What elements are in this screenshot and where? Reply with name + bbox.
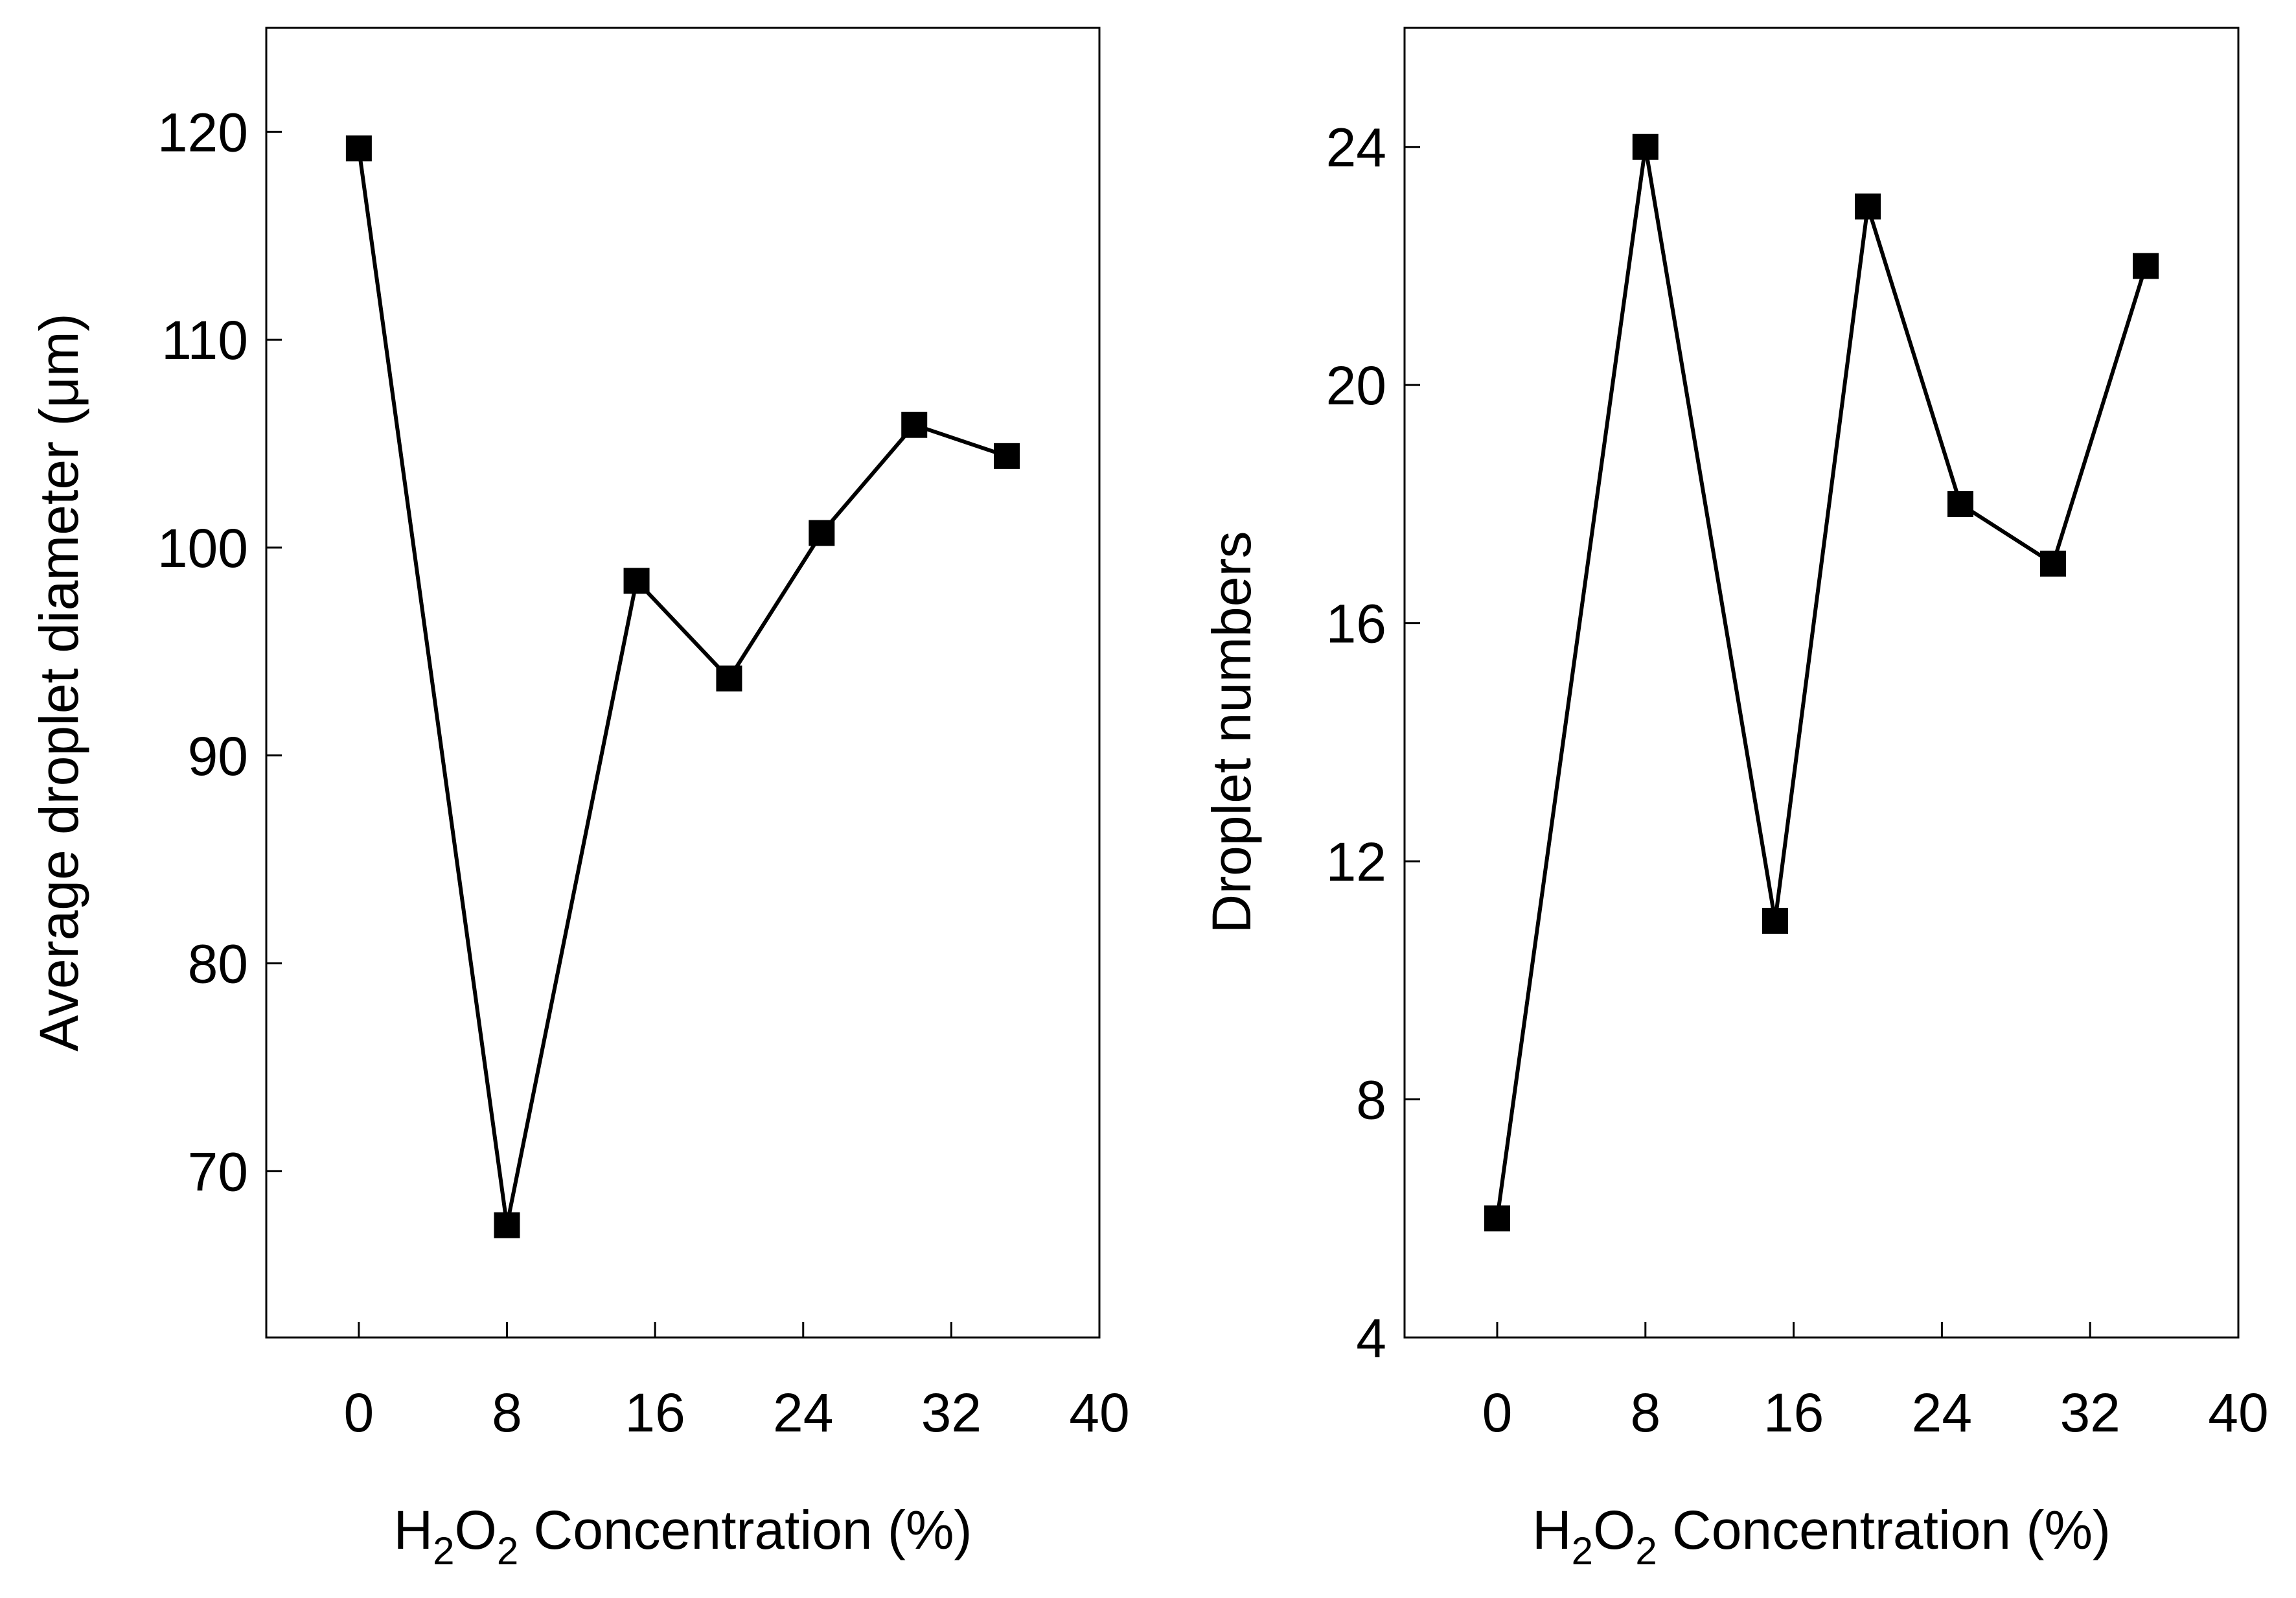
x-tick-label: 32	[921, 1382, 982, 1443]
data-point-marker	[2040, 550, 2066, 577]
series-line	[356, 148, 1008, 1226]
x-axis-title: H2O2 Concentration (%)	[1532, 1500, 2111, 1573]
x-axis-title-part: H	[1532, 1500, 1572, 1560]
y-tick-label: 70	[188, 1141, 248, 1202]
y-axis-title: Droplet numbers	[1201, 531, 1262, 934]
x-tick-label: 16	[1763, 1382, 1824, 1443]
x-tick-label: 24	[1912, 1382, 1972, 1443]
x-axis-title-part: Concentration (%)	[518, 1500, 972, 1560]
series-line	[1495, 146, 2148, 1219]
y-tick-label: 20	[1326, 355, 1386, 416]
x-tick-label: 16	[625, 1382, 685, 1443]
x-tick-label: 0	[344, 1382, 374, 1443]
y-tick-label: 4	[1356, 1308, 1386, 1369]
plot-frame	[1403, 27, 2240, 1339]
data-point-marker	[1484, 1205, 1510, 1232]
y-tick-label: 120	[157, 102, 248, 163]
data-point-marker	[1762, 907, 1788, 934]
y-tick-label: 110	[161, 310, 248, 371]
plot-frame	[265, 27, 1101, 1339]
data-point-marker	[623, 568, 650, 594]
x-axis-title-part: O	[455, 1500, 497, 1560]
x-axis-title-part: H	[393, 1500, 433, 1560]
x-tick-label: 8	[1630, 1382, 1660, 1443]
x-axis-title-subscript: 2	[497, 1529, 518, 1573]
y-tick-label: 90	[188, 726, 248, 787]
x-axis-title-subscript: 2	[433, 1529, 454, 1573]
data-point-marker	[901, 411, 928, 438]
data-point-marker	[345, 135, 372, 162]
data-point-marker	[2133, 253, 2159, 279]
x-tick-label: 24	[773, 1382, 833, 1443]
y-axis-title: Average droplet diameter (μm)	[29, 313, 89, 1051]
x-tick-label: 8	[492, 1382, 522, 1443]
chart-left-panel: 0 8 16 24 32 40 70 80 90 100 110 120 Average droplet…	[29, 27, 1130, 1573]
x-axis-title-part: O	[1593, 1500, 1635, 1560]
data-point-marker	[494, 1212, 520, 1238]
data-point-marker	[809, 520, 835, 546]
data-point-marker	[994, 443, 1020, 469]
y-tick-label: 24	[1326, 117, 1386, 178]
data-point-marker	[716, 666, 742, 692]
x-tick-label: 40	[1069, 1382, 1129, 1443]
data-point-marker	[1947, 491, 1973, 517]
data-point-marker	[1632, 133, 1659, 160]
x-axis-title-subscript: 2	[1635, 1529, 1657, 1573]
y-tick-label: 100	[157, 518, 248, 579]
x-tick-label: 40	[2208, 1382, 2268, 1443]
y-tick-label: 8	[1356, 1070, 1386, 1131]
y-tick-label: 80	[188, 934, 248, 995]
data-point-marker	[1855, 193, 1881, 220]
y-tick-label: 16	[1326, 594, 1386, 654]
x-axis-title: H2O2 Concentration (%)	[393, 1500, 972, 1573]
x-tick-label: 32	[2060, 1382, 2120, 1443]
x-axis-title-part: Concentration (%)	[1657, 1500, 2111, 1560]
x-tick-label: 0	[1482, 1382, 1513, 1443]
y-tick-label: 12	[1326, 831, 1386, 892]
x-axis-title-subscript: 2	[1572, 1529, 1593, 1573]
